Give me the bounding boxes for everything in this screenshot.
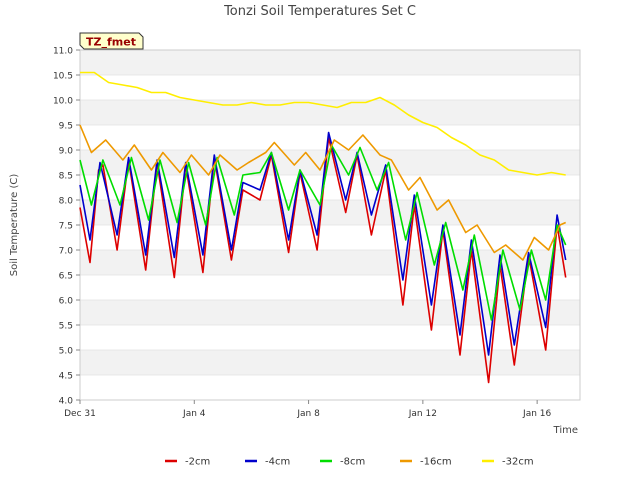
series-line-32cmcm xyxy=(80,71,566,176)
chart-title: Tonzi Soil Temperatures Set C xyxy=(223,4,416,19)
x-tick-label: Jan 16 xyxy=(522,409,551,419)
x-tick-label: Jan 12 xyxy=(408,409,437,419)
y-tick-label: 4.0 xyxy=(59,397,74,407)
grid-band xyxy=(80,250,580,275)
y-tick-label: 5.0 xyxy=(59,347,74,357)
y-tick-label: 8.0 xyxy=(59,197,74,207)
x-axis-label: Time xyxy=(553,425,578,436)
y-tick-label: 9.0 xyxy=(59,147,74,157)
grid-band xyxy=(80,375,580,400)
y-tick-label: 10.0 xyxy=(53,97,73,107)
grid-bands xyxy=(80,49,580,401)
y-tick-label: 9.5 xyxy=(59,122,73,132)
y-tick-label: 11.0 xyxy=(53,47,73,57)
y-tick-label: 7.0 xyxy=(59,247,74,257)
grid-band xyxy=(80,325,580,350)
y-tick-label: 4.5 xyxy=(59,372,73,382)
grid-band xyxy=(80,100,580,125)
x-tick-label: Jan 8 xyxy=(296,409,320,419)
legend-label: -2cm xyxy=(185,457,210,468)
y-tick-label: 7.5 xyxy=(59,222,73,232)
series-line-8cmcm xyxy=(79,144,567,321)
y-tick-label: 5.5 xyxy=(59,322,73,332)
series-line-16cmcm xyxy=(79,124,567,261)
x-ticks: Dec 31 Jan 4 Jan 8 Jan 12 Jan 16 xyxy=(64,400,552,419)
station-annotation: TZ_fmet xyxy=(79,32,144,50)
grid-band xyxy=(80,50,580,75)
grid-band xyxy=(80,350,580,375)
legend-label: -8cm xyxy=(340,457,365,468)
series-line-4cmcm xyxy=(79,131,567,356)
x-tick-label: Jan 4 xyxy=(182,409,206,419)
legend-label: -4cm xyxy=(265,457,290,468)
legend-label: -16cm xyxy=(420,457,452,468)
y-ticks: 4.0 4.5 5.0 5.5 6.0 6.5 7.0 7.5 8.0 8.5 9.0 9.5 10.0… xyxy=(53,47,80,407)
y-tick-label: 8.5 xyxy=(59,172,73,182)
y-tick-label: 6.0 xyxy=(59,297,74,307)
grid-band xyxy=(80,225,580,250)
series-lines xyxy=(79,71,567,384)
legend: -2cm -4cm -8cm -16cm -32cm xyxy=(165,457,534,468)
y-axis-label: Soil Temperature (C) xyxy=(9,174,20,277)
x-tick-label: Dec 31 xyxy=(64,409,96,419)
annotation-label: TZ_fmet xyxy=(86,36,136,49)
annotation-box xyxy=(79,32,144,50)
y-tick-label: 10.5 xyxy=(53,72,73,82)
y-tick-label: 6.5 xyxy=(59,272,73,282)
grid-band xyxy=(80,75,580,100)
legend-label: -32cm xyxy=(502,457,534,468)
grid-band xyxy=(80,200,580,225)
